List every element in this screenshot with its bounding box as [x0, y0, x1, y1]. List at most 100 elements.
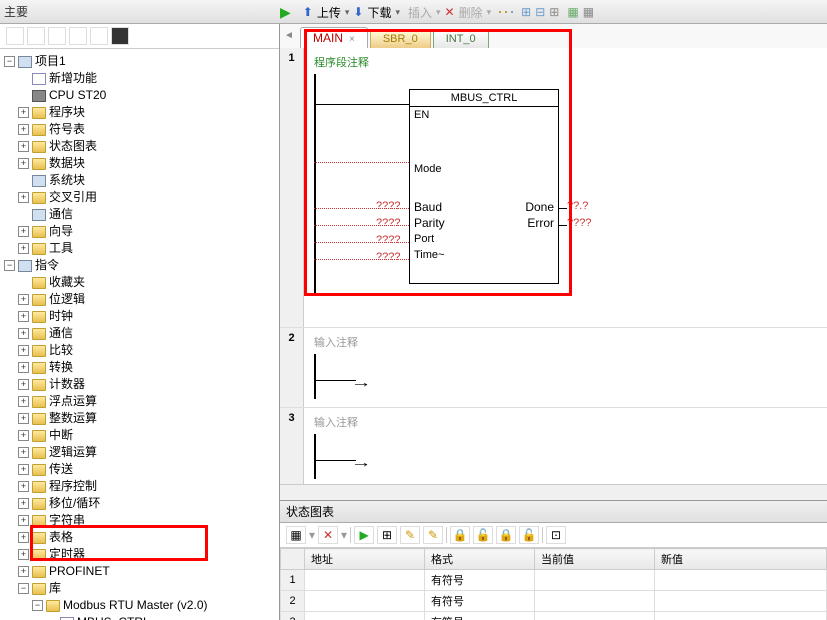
block-title: MBUS_CTRL [410, 90, 558, 107]
tree-status-chart[interactable]: +状态图表 [2, 138, 277, 155]
editor-tabs: MAIN× SBR_0 INT_0 [280, 24, 827, 48]
tree-timers[interactable]: +定时器 [2, 546, 277, 563]
tree-string[interactable]: +字符串 [2, 512, 277, 529]
pin-timeout: Time~ [410, 247, 558, 263]
col-format: 格式 [425, 549, 535, 570]
insert-label: 插入 [408, 4, 432, 21]
tool-2[interactable] [505, 11, 507, 13]
status-tool-lock3[interactable]: 🔒 [496, 526, 516, 544]
tree-transfer[interactable]: +传送 [2, 461, 277, 478]
pin-error: Error [527, 216, 554, 230]
pin-en: EN [410, 107, 558, 123]
tree-compare[interactable]: +比较 [2, 342, 277, 359]
tree-clock[interactable]: +时钟 [2, 308, 277, 325]
tool-7[interactable]: ▦ [567, 5, 578, 19]
run-button[interactable]: ▶ [280, 4, 291, 21]
tab-main[interactable]: MAIN× [300, 27, 368, 48]
status-tool-new[interactable]: ▦ [286, 526, 306, 544]
tool-8[interactable]: ▦ [583, 5, 594, 19]
tree-wizard[interactable]: +向导 [2, 223, 277, 240]
tree-cross-ref[interactable]: +交叉引用 [2, 189, 277, 206]
tree-tool-6[interactable] [111, 27, 129, 45]
download-icon[interactable]: ⬇ [353, 5, 363, 19]
val-error: ???? [567, 217, 591, 229]
tree-tool-5[interactable] [90, 27, 108, 45]
tree-bit-logic[interactable]: +位逻辑 [2, 291, 277, 308]
status-tool-edit[interactable]: ✎ [423, 526, 443, 544]
tree-mbus-ctrl[interactable]: MBUS_CTRL [2, 614, 277, 620]
tree-profinet[interactable]: +PROFINET [2, 563, 277, 580]
tree-system-block[interactable]: 系统块 [2, 172, 277, 189]
tree-comm[interactable]: 通信 [2, 206, 277, 223]
tree-favorites[interactable]: 收藏夹 [2, 274, 277, 291]
status-tool-lock1[interactable]: 🔒 [450, 526, 470, 544]
tool-6[interactable]: ⊞ [549, 5, 559, 19]
delete-icon[interactable]: ✕ [445, 5, 455, 19]
table-row[interactable]: 3有符号 [281, 612, 827, 620]
status-tool-toggle[interactable]: ⊞ [377, 526, 397, 544]
tree-table[interactable]: +表格 [2, 529, 277, 546]
tree-cpu[interactable]: CPU ST20 [2, 87, 277, 104]
val-parity: ???? [376, 217, 400, 229]
tool-5[interactable]: ⊟ [535, 5, 545, 19]
tree-tool-3[interactable] [48, 27, 66, 45]
close-icon[interactable]: × [349, 34, 355, 45]
mbus-ctrl-block[interactable]: MBUS_CTRL EN Mode BaudDone ParityError P… [409, 89, 559, 284]
tree-tool-4[interactable] [69, 27, 87, 45]
horizontal-scrollbar[interactable] [280, 484, 827, 500]
tree-tool-1[interactable] [6, 27, 24, 45]
val-done: ??.? [567, 200, 588, 212]
upload-icon[interactable]: ⬆ [303, 5, 313, 19]
table-row[interactable]: 1有符号 [281, 570, 827, 591]
tab-sbr[interactable]: SBR_0 [370, 29, 431, 48]
tree-interrupt[interactable]: +中断 [2, 427, 277, 444]
tree-convert[interactable]: +转换 [2, 359, 277, 376]
tree-data-block[interactable]: +数据块 [2, 155, 277, 172]
tree-modbus-master[interactable]: −Modbus RTU Master (v2.0) [2, 597, 277, 614]
tab-int[interactable]: INT_0 [433, 29, 489, 48]
status-tool-lock4[interactable]: 🔓 [519, 526, 539, 544]
upload-label: 上传 [317, 4, 341, 21]
tree-comm2[interactable]: +通信 [2, 325, 277, 342]
delete-label: 删除 [459, 4, 483, 21]
col-address: 地址 [305, 549, 425, 570]
status-tool-run[interactable]: ▶ [354, 526, 374, 544]
tree-symbol[interactable]: +符号表 [2, 121, 277, 138]
status-tool-lock2[interactable]: 🔓 [473, 526, 493, 544]
pin-done: Done [525, 200, 554, 214]
table-row[interactable]: 2有符号 [281, 591, 827, 612]
pin-mode: Mode [410, 161, 558, 177]
tree-counters[interactable]: +计数器 [2, 376, 277, 393]
val-port: ???? [376, 234, 400, 246]
tool-1[interactable] [499, 11, 501, 13]
tree-prog-block[interactable]: +程序块 [2, 104, 277, 121]
rung-number: 1 [280, 48, 304, 327]
tree-new-func[interactable]: 新增功能 [2, 70, 277, 87]
status-tool-write[interactable]: ✎ [400, 526, 420, 544]
tree-int[interactable]: +整数运算 [2, 410, 277, 427]
tree-float[interactable]: +浮点运算 [2, 393, 277, 410]
status-table[interactable]: 地址 格式 当前值 新值 1有符号 2有符号 3有符号 4有符号 [280, 548, 827, 620]
tool-4[interactable]: ⊞ [521, 5, 531, 19]
tree-shift[interactable]: +移位/循环 [2, 495, 277, 512]
tree-project[interactable]: −项目1 [2, 53, 277, 70]
rung-comment: 程序段注释 [314, 54, 817, 70]
status-tool-opts[interactable]: ⊡ [546, 526, 566, 544]
download-label: 下载 [367, 4, 391, 21]
rung-number: 2 [280, 328, 304, 407]
open-end-icon: → [351, 374, 372, 390]
tree-lib[interactable]: −库 [2, 580, 277, 597]
rung-comment: 输入注释 [314, 414, 817, 430]
tree-prog-ctrl[interactable]: +程序控制 [2, 478, 277, 495]
open-end-icon: → [351, 454, 372, 470]
tree-tool-2[interactable] [27, 27, 45, 45]
ladder-editor[interactable]: 1 程序段注释 MBUS_CTRL EN Mode BaudDo [280, 48, 827, 484]
tool-3[interactable] [511, 11, 513, 13]
tree-instructions[interactable]: −指令 [2, 257, 277, 274]
tree-tools[interactable]: +工具 [2, 240, 277, 257]
status-tool-del[interactable]: ✕ [318, 526, 338, 544]
tree-logic-ops[interactable]: +逻辑运算 [2, 444, 277, 461]
col-current: 当前值 [535, 549, 655, 570]
project-tree-panel: −项目1 新增功能 CPU ST20 +程序块 +符号表 +状态图表 +数据块 … [0, 24, 280, 620]
status-chart-panel: 状态图表 ▦ ▾ ✕ ▾ ▶ ⊞ ✎ ✎ 🔒 🔓 🔒 🔓 ⊡ [280, 500, 827, 620]
